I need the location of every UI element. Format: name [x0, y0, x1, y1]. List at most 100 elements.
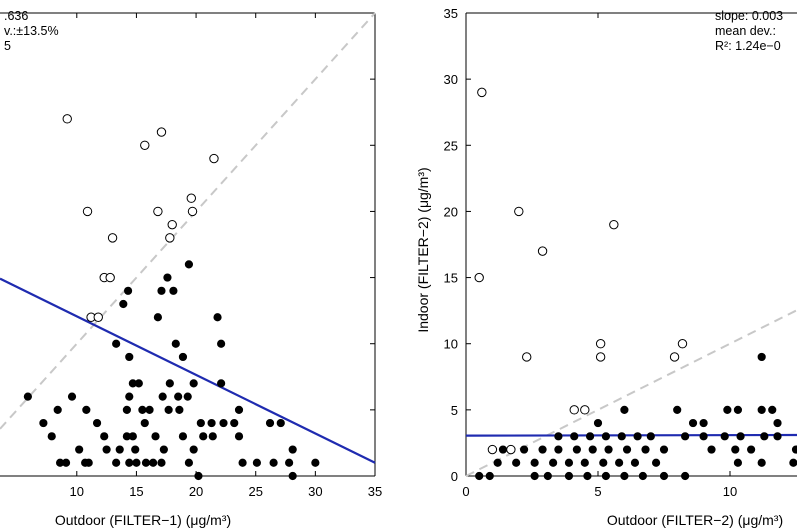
- filled-data-point: [199, 432, 208, 441]
- x-tick-label: 10: [70, 484, 84, 499]
- open-data-point: [609, 219, 619, 230]
- filled-data-point: [617, 432, 626, 441]
- open-data-point: [107, 233, 118, 243]
- filled-data-point: [184, 458, 194, 467]
- open-data-point: [93, 312, 103, 322]
- filled-data-point: [630, 458, 640, 467]
- open-data-point: [187, 206, 198, 217]
- filled-data-point: [153, 313, 162, 322]
- filled-data-point: [601, 471, 611, 481]
- open-data-point: [477, 87, 487, 98]
- filled-data-point: [760, 432, 769, 441]
- filled-data-point: [615, 458, 624, 467]
- x-tick-label: 5: [594, 484, 601, 499]
- open-data-point: [105, 272, 115, 283]
- filled-data-point: [588, 445, 597, 454]
- stats-annotation: mean dev.:: [715, 24, 776, 38]
- filled-data-point: [311, 458, 320, 467]
- filled-data-point: [564, 458, 574, 467]
- filled-data-point: [238, 458, 247, 467]
- x-tick-label: 30: [308, 484, 322, 499]
- filled-data-point: [208, 432, 217, 441]
- filled-data-point: [757, 405, 766, 414]
- open-data-point: [487, 444, 498, 455]
- y-tick-label: 15: [444, 271, 458, 286]
- filled-data-point: [620, 405, 629, 414]
- filled-data-point: [189, 379, 198, 388]
- one-to-one-line: [0, 12, 376, 430]
- filled-data-point: [583, 471, 592, 481]
- filled-data-point: [157, 286, 166, 295]
- filled-data-point: [23, 392, 32, 401]
- filled-data-point: [485, 471, 494, 481]
- filled-data-point: [622, 445, 632, 454]
- x-tick-label: 20: [189, 484, 203, 499]
- filled-data-point: [119, 299, 128, 309]
- filled-data-point: [733, 458, 743, 467]
- filled-data-point: [184, 260, 194, 269]
- filled-data-point: [789, 458, 797, 467]
- filled-data-point: [75, 445, 84, 454]
- y-tick-label: 20: [444, 204, 458, 219]
- stats-annotation: slope: 0.003: [715, 9, 783, 23]
- filled-data-point: [178, 352, 188, 362]
- filled-data-point: [580, 458, 589, 467]
- filled-data-point: [100, 432, 109, 441]
- filled-data-point: [731, 445, 740, 454]
- filled-data-point: [134, 379, 143, 388]
- open-data-point: [165, 233, 175, 243]
- filled-data-point: [138, 405, 147, 414]
- filled-data-point: [149, 458, 158, 467]
- filled-data-point: [736, 432, 745, 441]
- filled-data-point: [196, 418, 205, 428]
- filled-data-point: [519, 445, 529, 454]
- stats-annotation: 5: [4, 39, 11, 53]
- filled-data-point: [252, 458, 262, 467]
- regression-line: [0, 277, 376, 464]
- open-data-point: [474, 272, 484, 283]
- filled-data-point: [67, 392, 77, 401]
- filled-data-point: [102, 445, 111, 454]
- filled-data-point: [39, 418, 48, 428]
- x-axis-label: Outdoor (FILTER−2) (μg/m³): [607, 512, 783, 528]
- y-tick-label: 35: [444, 6, 458, 21]
- filled-data-point: [601, 432, 611, 441]
- filled-data-point: [599, 458, 608, 467]
- filled-data-point: [659, 445, 669, 454]
- filled-data-point: [773, 418, 782, 428]
- filled-data-point: [543, 471, 552, 481]
- filled-data-point: [638, 471, 647, 481]
- filled-data-point: [159, 445, 168, 454]
- filled-data-point: [165, 379, 174, 388]
- filled-data-point: [620, 471, 629, 481]
- open-data-point: [677, 339, 688, 349]
- filled-data-point: [157, 458, 166, 467]
- y-tick-label: 10: [444, 337, 458, 352]
- y-axis-label: Indoor (FILTER−2) (μg/m³): [415, 167, 431, 332]
- filled-data-point: [125, 458, 134, 467]
- filled-data-point: [141, 458, 151, 467]
- x-tick-label: 15: [129, 484, 143, 499]
- open-data-point: [140, 140, 150, 150]
- filled-data-point: [554, 445, 563, 454]
- filled-data-point: [122, 405, 131, 414]
- filled-data-point: [189, 445, 198, 454]
- open-data-point: [580, 405, 590, 415]
- filled-data-point: [681, 432, 690, 441]
- open-data-point: [595, 352, 606, 362]
- filled-data-point: [123, 286, 133, 295]
- y-tick-label: 5: [451, 403, 458, 418]
- filled-data-point: [230, 418, 239, 428]
- filled-data-point: [512, 458, 521, 467]
- filled-data-point: [265, 418, 275, 428]
- open-data-point: [62, 114, 72, 124]
- filled-data-point: [285, 458, 294, 467]
- filled-data-point: [164, 405, 173, 414]
- filled-data-point: [572, 445, 581, 454]
- filled-data-point: [699, 432, 708, 441]
- filled-data-point: [773, 432, 782, 441]
- filled-data-point: [554, 432, 563, 441]
- stats-annotation: v.:±13.5%: [4, 24, 59, 38]
- filled-data-point: [213, 313, 222, 322]
- filled-data-point: [178, 432, 188, 441]
